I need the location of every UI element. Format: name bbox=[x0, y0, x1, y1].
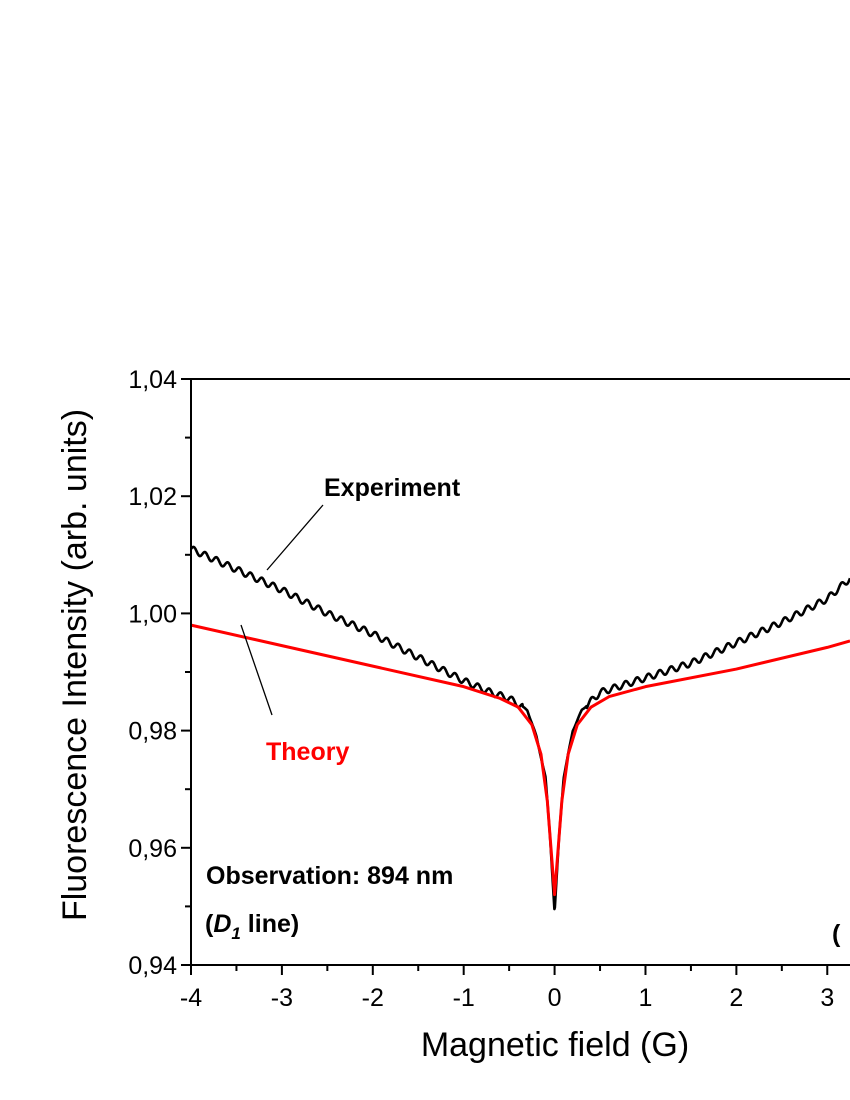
x-tick-label: 3 bbox=[820, 984, 834, 1012]
theory-leader-line bbox=[240, 624, 273, 716]
x-tick-label: 1 bbox=[639, 984, 653, 1012]
d1-subscript: 1 bbox=[231, 924, 240, 943]
series-layer bbox=[189, 545, 850, 911]
theory-annotation: Theory bbox=[266, 738, 349, 766]
x-tick-label: -1 bbox=[453, 984, 475, 1012]
x-tick-label: -3 bbox=[271, 984, 293, 1012]
y-axis-label: Fluorescence Intensity (arb. units) bbox=[56, 409, 94, 921]
axes bbox=[190, 378, 850, 966]
x-tick-label: 0 bbox=[548, 984, 562, 1012]
x-axis-label: Magnetic field (G) bbox=[421, 1026, 689, 1064]
experiment-annotation: Experiment bbox=[324, 474, 461, 502]
experiment-leader-line bbox=[266, 504, 324, 571]
d1-symbol: D bbox=[213, 910, 231, 938]
observation-label: Observation: 894 nm bbox=[206, 862, 453, 890]
y-tick-label: 1,00 bbox=[128, 600, 177, 628]
series-experiment-line bbox=[189, 545, 850, 911]
y-tick-label: 0,96 bbox=[128, 835, 177, 863]
d1-rest: line) bbox=[241, 910, 299, 938]
panel-label: ( bbox=[832, 920, 841, 948]
series-theory-line bbox=[190, 623, 850, 897]
d1-line-label: (D1 line) bbox=[205, 910, 299, 943]
d1-open-paren: ( bbox=[205, 910, 214, 938]
x-tick-label: -2 bbox=[362, 984, 384, 1012]
y-tick-label: 0,98 bbox=[128, 718, 177, 746]
x-tick-label: -4 bbox=[180, 984, 202, 1012]
x-tick-label: 2 bbox=[729, 984, 743, 1012]
tick-labels: -4 -3 -2 -1 0 1 2 3 0,94 0,96 0,98 1,00 1,02 1,04 bbox=[128, 366, 834, 1012]
y-tick-label: 0,94 bbox=[128, 952, 177, 980]
y-tick-label: 1,02 bbox=[128, 483, 177, 511]
y-tick-label: 1,04 bbox=[128, 366, 177, 394]
